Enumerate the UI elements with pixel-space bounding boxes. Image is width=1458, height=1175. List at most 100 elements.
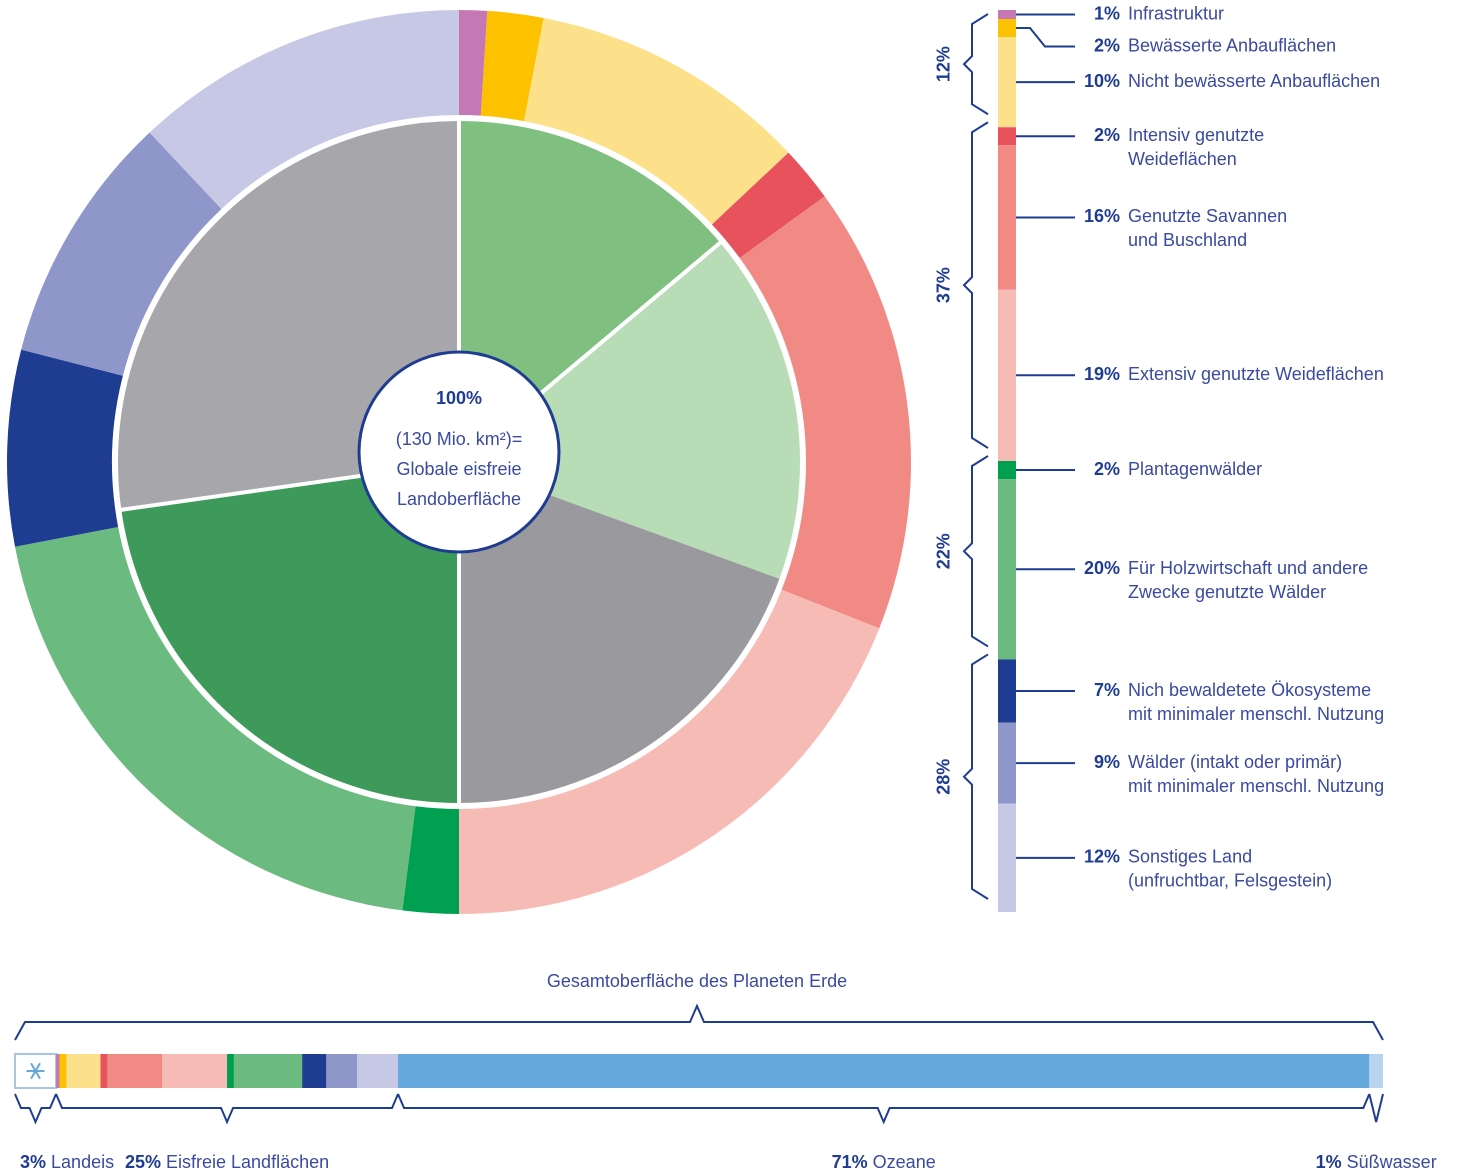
- donut-segment: [21, 132, 222, 376]
- segment-value: 71%: [832, 1152, 868, 1172]
- category-label: Extensiv genutzte Weideflächen: [1128, 364, 1384, 384]
- segment-name: Landeis: [51, 1152, 114, 1172]
- center-circle: [357, 350, 561, 554]
- forest-scene: [120, 462, 459, 805]
- donut-segment: [6, 349, 123, 547]
- land-subsegment: [56, 1054, 60, 1088]
- value-label: 2%: [1094, 459, 1120, 479]
- category-label: Nich bewaldetete Ökosysteme: [1128, 680, 1371, 700]
- land-subsegment: [326, 1054, 357, 1088]
- value-label: 9%: [1094, 752, 1120, 772]
- group-bracket: [962, 121, 989, 449]
- value-label: 16%: [1084, 206, 1120, 226]
- stack-bar-segment: [998, 722, 1016, 804]
- snowflake-icon: [30, 1062, 41, 1080]
- segment-value: 1%: [1316, 1152, 1342, 1172]
- segment-name: Süßwasser: [1347, 1152, 1437, 1172]
- stack-bar-segment: [998, 145, 1016, 290]
- group-bracket: [962, 455, 989, 648]
- center-text: Globale eisfreie: [396, 459, 521, 479]
- value-label: 19%: [1084, 364, 1120, 384]
- stack-bar-segment: [998, 659, 1016, 723]
- category-label: Sonstiges Land: [1128, 847, 1252, 867]
- segment-label: 1% Süßwasser: [1316, 1152, 1437, 1172]
- donut-segment: [711, 152, 825, 259]
- group-bracket: [962, 13, 989, 116]
- total-bar-title: Gesamtoberfläche des Planeten Erde: [547, 971, 847, 991]
- land-subsegment: [357, 1054, 399, 1088]
- segment-label: 25% Eisfreie Landflächen: [125, 1152, 329, 1172]
- donut-segment: [402, 806, 459, 914]
- donut-segment: [524, 18, 789, 225]
- segment-bracket: [55, 1093, 399, 1125]
- category-label: Wälder (intakt oder primär): [1128, 752, 1342, 772]
- segment-name: Ozeane: [873, 1152, 936, 1172]
- donut-segment: [739, 196, 912, 629]
- group-label: 28%: [934, 759, 954, 795]
- value-label: 12%: [1084, 847, 1120, 867]
- category-label: Genutzte Savannen: [1128, 206, 1287, 226]
- segment-value: 25%: [125, 1152, 161, 1172]
- donut-segment: [15, 527, 416, 911]
- pasture-scene: [459, 242, 801, 579]
- land-subsegment: [233, 1054, 303, 1088]
- category-label: Infrastruktur: [1128, 3, 1224, 23]
- total-bar-segment: [1369, 1054, 1383, 1088]
- stack-bar-segment: [998, 127, 1016, 146]
- stack-bar-segment: [998, 289, 1016, 461]
- land-subsegment: [107, 1054, 163, 1088]
- scene-rim: [110, 113, 808, 811]
- donut-segment: [480, 10, 544, 122]
- category-label: mit minimaler menschl. Nutzung: [1128, 776, 1384, 796]
- category-label: (unfruchtbar, Felsgestein): [1128, 871, 1332, 891]
- land-subsegment: [59, 1054, 67, 1088]
- segment-label: 3% Landeis: [20, 1152, 114, 1172]
- land-subsegment: [227, 1054, 234, 1088]
- stack-bar-segment: [998, 19, 1016, 38]
- segment-label: 71% Ozeane: [832, 1152, 936, 1172]
- value-label: 20%: [1084, 558, 1120, 578]
- center-value: 100%: [436, 388, 482, 408]
- category-label: mit minimaler menschl. Nutzung: [1128, 704, 1384, 724]
- category-label: und Buschland: [1128, 230, 1247, 250]
- center-text: Landoberfläche: [397, 489, 521, 509]
- stack-bar-segment: [998, 479, 1016, 660]
- category-label: Plantagenwälder: [1128, 459, 1262, 479]
- category-label: Weideflächen: [1128, 149, 1237, 169]
- donut-segment: [459, 10, 488, 116]
- group-bracket: [962, 653, 989, 900]
- stack-bar-segment: [998, 803, 1016, 912]
- segment-name: Eisfreie Landflächen: [166, 1152, 329, 1172]
- segment-bracket: [1368, 1093, 1384, 1123]
- category-label: Für Holzwirtschaft und andere: [1128, 558, 1368, 578]
- grazing-scene: [459, 462, 780, 804]
- category-label: Intensiv genutzte: [1128, 125, 1264, 145]
- total-bracket: [14, 1003, 1384, 1041]
- land-subsegment: [66, 1054, 101, 1088]
- stack-bar-segment: [998, 10, 1016, 20]
- segment-value: 3%: [20, 1152, 46, 1172]
- total-bar-segment: [398, 1054, 1370, 1088]
- segment-bracket: [397, 1093, 1371, 1125]
- category-label: Nicht bewässerte Anbauflächen: [1128, 71, 1380, 91]
- group-label: 22%: [934, 533, 954, 569]
- land-subsegment: [100, 1054, 108, 1088]
- stack-bar-segment: [998, 461, 1016, 480]
- value-label: 7%: [1094, 680, 1120, 700]
- label-connector: [1016, 27, 1075, 48]
- donut-segment: [459, 589, 880, 914]
- value-label: 1%: [1094, 3, 1120, 23]
- illustration: 100% (130 Mio. km²)= Globale eisfreie La…: [110, 113, 808, 811]
- stack-bar-segment: [998, 37, 1016, 128]
- group-label: 12%: [934, 46, 954, 82]
- donut-segment: [149, 10, 459, 210]
- value-label: 2%: [1094, 35, 1120, 55]
- land-subsegment: [302, 1054, 327, 1088]
- group-label: 37%: [934, 267, 954, 303]
- segment-bracket: [14, 1093, 57, 1125]
- category-label: Zwecke genutzte Wälder: [1128, 582, 1326, 602]
- category-label: Bewässerte Anbauflächen: [1128, 35, 1336, 55]
- land-subsegment: [162, 1054, 228, 1088]
- center-text: (130 Mio. km²)=: [396, 429, 523, 449]
